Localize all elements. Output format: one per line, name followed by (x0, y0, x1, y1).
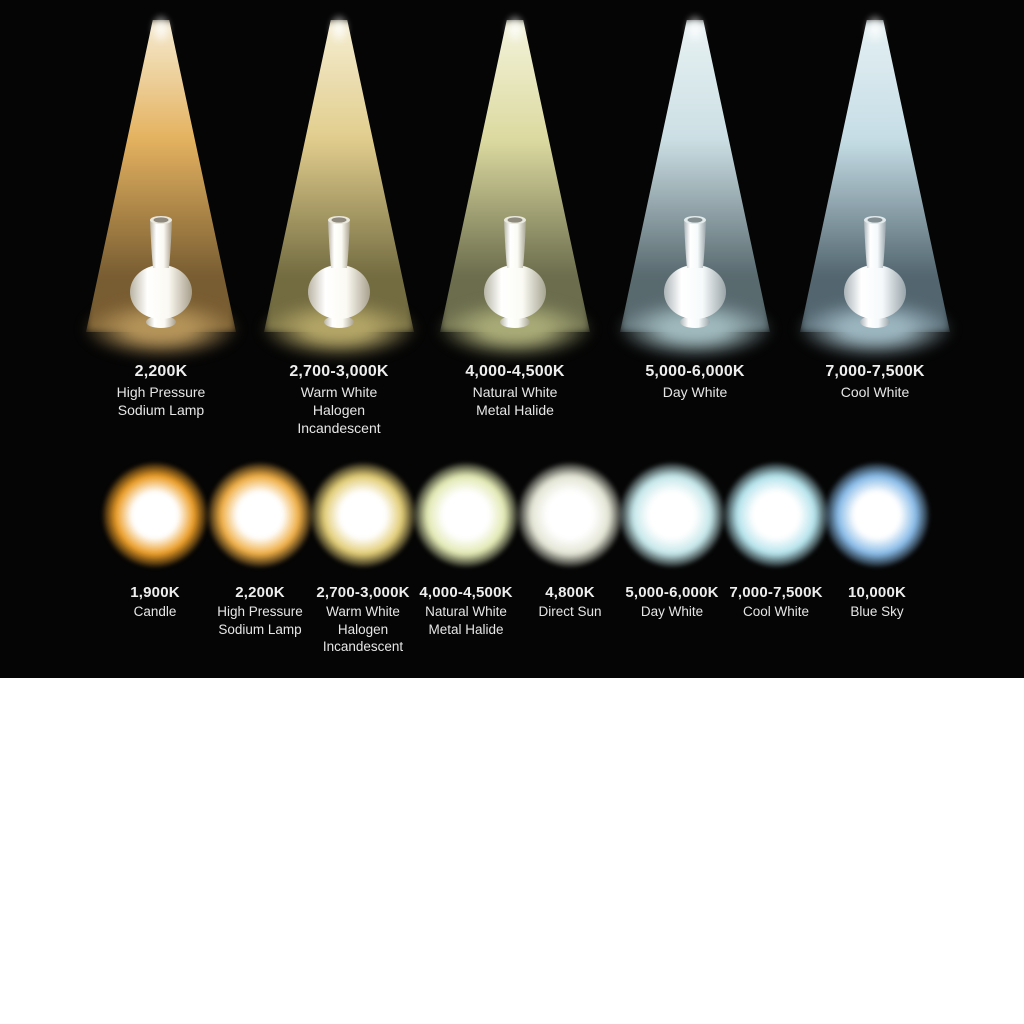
glow-orb (103, 463, 207, 567)
temperature-label: 10,000K (847, 584, 907, 601)
source-label: Day White (640, 604, 704, 619)
vase (308, 216, 370, 328)
temperature-label: 7,000-7,500K (729, 584, 823, 601)
vase (844, 216, 906, 328)
glow-orb (414, 463, 518, 567)
temperature-label: 4,800K (545, 584, 595, 601)
temperature-label: 5,000-6,000K (625, 584, 719, 601)
source-label: Blue Sky (850, 604, 904, 619)
vase (484, 216, 546, 328)
orb-label: 2,200K High Pressure Sodium Lamp (200, 584, 320, 638)
orb-label: 10,000K Blue Sky (817, 584, 937, 621)
glow-orb (208, 463, 312, 567)
orb-column-10000k: 10,000K Blue Sky (817, 0, 937, 619)
temperature-label: 2,200K (235, 584, 285, 601)
lamp-column-5000-6000k: 5,000-6,000K Day White (610, 0, 780, 460)
source-label: High Pressure Sodium Lamp (116, 384, 206, 418)
source-label: Cool White (742, 604, 810, 619)
glow-orb (518, 463, 622, 567)
source-label: Direct Sun (538, 604, 602, 619)
temperature-label: 4,000-4,500K (465, 363, 565, 380)
lamp-column-2700-3000k: 2,700-3,000K Warm White Halogen Incandes… (254, 0, 424, 460)
source-label: Candle (133, 604, 177, 619)
orb-label: 4,000-4,500K Natural White Metal Halide (406, 584, 526, 638)
orb-column-4800k: 4,800K Direct Sun (510, 0, 630, 619)
vase (130, 216, 192, 328)
source-label: High Pressure Sodium Lamp (217, 604, 303, 637)
lamp-label: 2,200K High Pressure Sodium Lamp (76, 362, 246, 419)
temperature-label: 2,700-3,000K (316, 584, 410, 601)
lamp-column-2200k: 2,200K High Pressure Sodium Lamp (76, 0, 246, 460)
source-label: Warm White Halogen Incandescent (297, 384, 381, 436)
lamp-label: 7,000-7,500K Cool White (790, 362, 960, 401)
source-label: Day White (662, 384, 728, 400)
beam-source-glow (150, 13, 172, 45)
orb-column-4000-4500k: 4,000-4,500K Natural White Metal Halide (406, 0, 526, 637)
lamp-label: 5,000-6,000K Day White (610, 362, 780, 401)
beam-source-glow (864, 13, 886, 45)
orb-label: 5,000-6,000K Day White (612, 584, 732, 621)
lamp-label: 2,700-3,000K Warm White Halogen Incandes… (254, 362, 424, 437)
lamp-column-4000-4500k: 4,000-4,500K Natural White Metal Halide (430, 0, 600, 460)
orb-label: 1,900K Candle (95, 584, 215, 621)
source-label: Natural White Metal Halide (425, 604, 507, 637)
glow-orb (825, 463, 929, 567)
beam-source-glow (328, 13, 350, 45)
orb-label: 4,800K Direct Sun (510, 584, 630, 621)
orb-column-1900k: 1,900K Candle (95, 0, 215, 619)
lamp-label: 4,000-4,500K Natural White Metal Halide (430, 362, 600, 419)
kelvin-scale-section: Extra warm wit - gloeilamp - 2700K Warm … (0, 678, 1024, 1024)
orb-column-7000-7500k: 7,000-7,500K Cool White (716, 0, 836, 619)
orb-label: 7,000-7,500K Cool White (716, 584, 836, 621)
orb-column-2700-3000k: 2,700-3,000K Warm White Halogen Incandes… (303, 0, 423, 654)
beam-source-glow (504, 13, 526, 45)
temperature-label: 4,000-4,500K (419, 584, 513, 601)
source-label: Natural White Metal Halide (472, 384, 558, 418)
glow-orb (620, 463, 724, 567)
temperature-label: 2,700-3,000K (289, 363, 389, 380)
glow-orb (311, 463, 415, 567)
orb-label: 2,700-3,000K Warm White Halogen Incandes… (303, 584, 423, 656)
orb-column-2200k: 2,200K High Pressure Sodium Lamp (200, 0, 320, 637)
beam-source-glow (684, 13, 706, 45)
dark-panel: 2,200K High Pressure Sodium Lamp 2,700- (0, 0, 1024, 678)
temperature-label: 7,000-7,500K (825, 363, 925, 380)
glow-orb (724, 463, 828, 567)
orb-column-5000-6000k: 5,000-6,000K Day White (612, 0, 732, 619)
source-label: Cool White (840, 384, 910, 400)
temperature-label: 2,200K (134, 363, 188, 380)
temperature-label: 1,900K (130, 584, 180, 601)
temperature-label: 5,000-6,000K (645, 363, 745, 380)
source-label: Warm White Halogen Incandescent (322, 604, 404, 654)
vase (664, 216, 726, 328)
lamp-column-7000-7500k: 7,000-7,500K Cool White (790, 0, 960, 460)
